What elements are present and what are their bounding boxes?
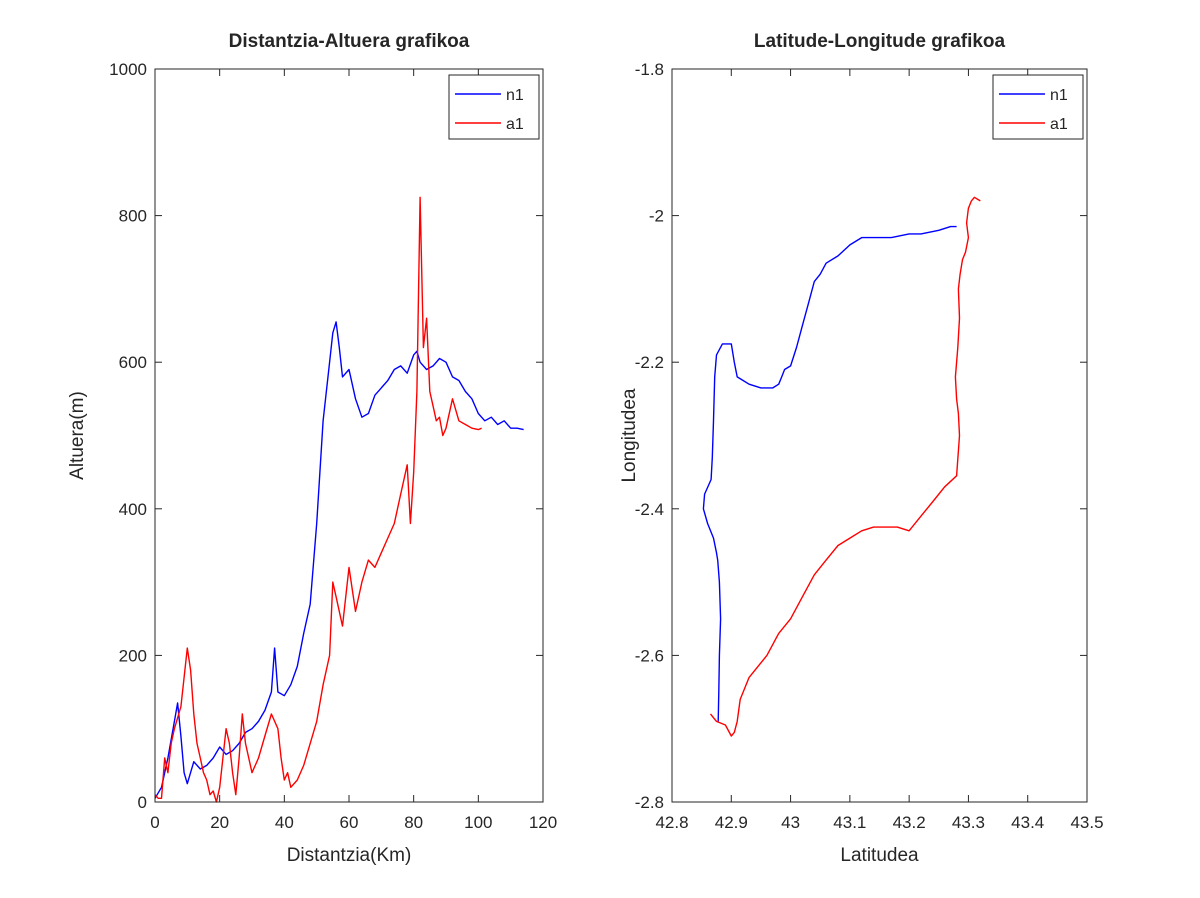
plot-area <box>155 69 543 802</box>
x-tick-label: 42.8 <box>655 813 688 832</box>
series-line-a1 <box>709 196 981 737</box>
x-tick-label: 0 <box>150 813 159 832</box>
x-tick-label: 43 <box>781 813 800 832</box>
legend-label-a1: a1 <box>506 116 524 133</box>
legend-label-a1: a1 <box>1050 116 1068 133</box>
series-lines <box>154 196 524 803</box>
x-tick-label: 43.1 <box>833 813 866 832</box>
series-line-n1 <box>702 225 957 722</box>
x-tick-label: 43.2 <box>893 813 926 832</box>
axes-frame <box>671 68 1088 803</box>
x-axis-label: Distantzia(Km) <box>287 845 412 866</box>
y-axis-label: Longitudea <box>619 388 640 482</box>
series-lines <box>702 196 981 737</box>
y-tick-label: 400 <box>119 500 147 519</box>
legend-label-n1: n1 <box>506 87 524 104</box>
legend-box <box>448 74 540 140</box>
y-tick-label: 800 <box>119 207 147 226</box>
chart-distance-altitude: 0 20 40 60 80 100 120 0 200 400 600 800 1000 Distant… <box>67 31 557 866</box>
x-tick-label: 43.5 <box>1070 813 1103 832</box>
x-tick-label: 120 <box>529 813 557 832</box>
y-tick-label: 600 <box>119 353 147 372</box>
x-tick-label: 43.4 <box>1011 813 1044 832</box>
y-tick-label: 0 <box>138 793 147 812</box>
legend: n1 a1 <box>448 74 540 140</box>
x-tick-label: 60 <box>340 813 359 832</box>
x-tick-label: 20 <box>210 813 229 832</box>
y-tick-label: -2.4 <box>635 500 664 519</box>
legend: n1 a1 <box>992 74 1084 140</box>
y-tick-label: -2.6 <box>635 646 664 665</box>
x-tick-label: 40 <box>275 813 294 832</box>
x-tick-label: 42.9 <box>715 813 748 832</box>
y-tick-label: -2 <box>649 207 664 226</box>
axes-frame <box>154 68 544 803</box>
x-tick-label: 80 <box>404 813 423 832</box>
y-tick-label: -2.8 <box>635 793 664 812</box>
chart-title: Latitude-Longitude grafikoa <box>754 31 1006 52</box>
chart-title: Distantzia-Altuera grafikoa <box>229 31 470 52</box>
x-tick-label: 100 <box>464 813 492 832</box>
x-tick-label: 43.3 <box>952 813 985 832</box>
legend-box <box>992 74 1084 140</box>
y-axis-label: Altuera(m) <box>67 391 88 480</box>
y-tick-label: 200 <box>119 646 147 665</box>
y-tick-label: -1.8 <box>635 60 664 79</box>
y-tick-label: 1000 <box>109 60 147 79</box>
ticks: 42.8 42.9 43 43.1 43.2 43.3 43.4 43.5 -2.8 -2.6 -2… <box>635 60 1104 832</box>
x-axis-label: Latitudea <box>840 845 919 866</box>
series-line-n1 <box>154 321 524 799</box>
chart-latitude-longitude: 42.8 42.9 43 43.1 43.2 43.3 43.4 43.5 -2.8 -2.6 -2… <box>619 31 1104 866</box>
legend-label-n1: n1 <box>1050 87 1068 104</box>
series-line-a1 <box>154 196 482 803</box>
y-tick-label: -2.2 <box>635 353 664 372</box>
plot-area <box>672 69 1087 802</box>
